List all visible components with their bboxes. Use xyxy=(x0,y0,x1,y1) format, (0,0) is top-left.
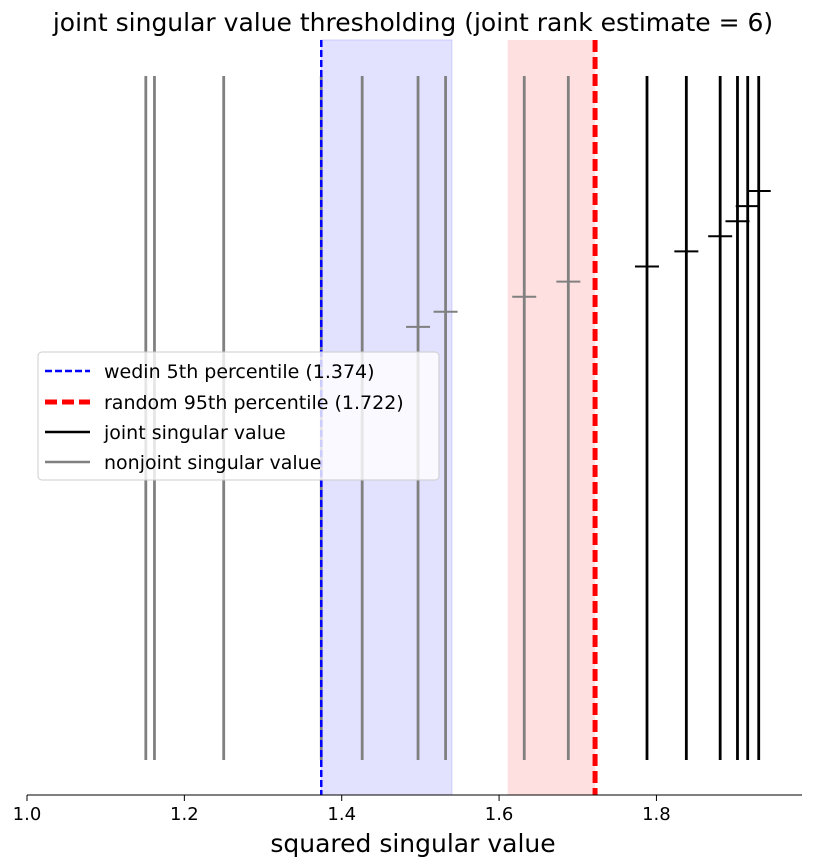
legend-label-random: random 95th percentile (1.722) xyxy=(104,392,404,414)
legend-label-joint: joint singular value xyxy=(103,422,286,444)
x-axis-label: squared singular value xyxy=(270,829,555,858)
chart-title: joint singular value thresholding (joint… xyxy=(52,8,773,37)
x-tick-label: 1.8 xyxy=(642,804,671,825)
random-band xyxy=(507,40,596,795)
x-tick-label: 1.4 xyxy=(327,804,356,825)
x-tick-label: 1.0 xyxy=(13,804,42,825)
threshold-lines xyxy=(320,40,598,795)
x-axis: 1.0 1.2 1.4 1.6 1.8 xyxy=(13,794,802,825)
legend-label-nonjoint: nonjoint singular value xyxy=(104,452,321,474)
x-tick-label: 1.6 xyxy=(485,804,514,825)
x-tick-label: 1.2 xyxy=(170,804,199,825)
legend-label-wedin: wedin 5th percentile (1.374) xyxy=(104,361,375,383)
legend: wedin 5th percentile (1.374) random 95th… xyxy=(37,351,440,481)
legend-frame xyxy=(37,351,440,481)
